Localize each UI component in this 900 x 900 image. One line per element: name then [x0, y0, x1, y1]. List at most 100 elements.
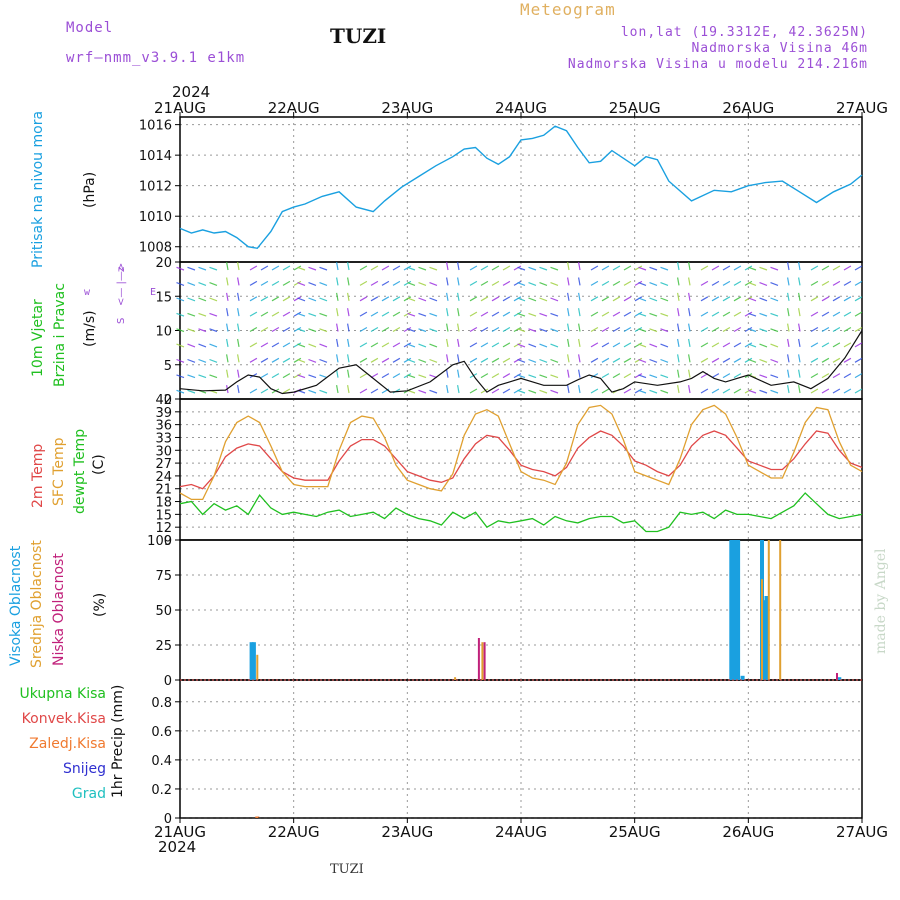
wind-barb	[513, 326, 522, 333]
wind-barb	[381, 280, 390, 286]
wind-barb	[403, 342, 412, 348]
year-top: 2024	[172, 83, 211, 101]
wind-barb	[429, 312, 438, 317]
wind-barb	[308, 282, 317, 286]
wind-barb	[297, 282, 306, 286]
wind-barb	[601, 311, 610, 317]
wind-barb	[418, 312, 427, 317]
wind-barb	[226, 277, 229, 286]
wind-barb	[517, 343, 526, 348]
wind-barb	[297, 328, 306, 333]
wind-barb	[491, 296, 500, 302]
mid-cloud-bar	[481, 642, 484, 680]
panel-clouds-ytick-label: 0	[164, 674, 172, 689]
wind-barb	[843, 388, 852, 394]
wind-barb	[660, 358, 669, 363]
legend-conv-rain: Konvek.Kisa	[21, 711, 106, 727]
panel-pressure-ytick-label: 1012	[139, 180, 172, 195]
xtick-label-top: 21AUG	[154, 99, 206, 117]
wind-barb	[319, 358, 328, 363]
wind-barb	[176, 358, 185, 363]
wind-barb	[359, 296, 368, 302]
wind-barb	[688, 292, 691, 301]
wind-barb	[418, 328, 427, 333]
wind-barb	[843, 357, 852, 363]
wind-barb	[457, 384, 460, 394]
wind-barb	[759, 282, 768, 286]
wind-barb	[700, 296, 709, 302]
wind-barb	[209, 374, 218, 379]
panel-temperature-ytick-label: 33	[155, 431, 172, 446]
wind-barb	[634, 388, 643, 394]
wind-barb	[601, 296, 610, 302]
wind-barb	[370, 388, 379, 394]
wind-barb	[832, 342, 841, 348]
wind-barb	[700, 342, 709, 348]
high-cloud-bar	[736, 540, 741, 680]
wind-barb	[677, 308, 680, 317]
wind-barb	[733, 342, 742, 348]
wind-barb	[748, 389, 757, 394]
wind-barb	[733, 280, 742, 286]
wind-barb	[770, 358, 779, 363]
wind-barb	[429, 297, 438, 302]
wind-barb	[810, 280, 819, 286]
panel-pressure-ytick-label: 1014	[139, 149, 172, 164]
wind-barb	[810, 265, 819, 271]
wind-barb	[748, 282, 757, 286]
wind-barb	[759, 328, 768, 333]
wind-barb	[677, 354, 680, 363]
wind-barb	[187, 374, 196, 379]
wind-barb	[293, 280, 302, 286]
wind-barb	[407, 312, 416, 317]
wind-barb	[638, 374, 647, 379]
wind-barb	[634, 311, 643, 317]
wind-barb	[249, 326, 258, 333]
wind-barb	[623, 265, 632, 271]
wind-barb	[759, 297, 768, 302]
xtick-label-top: 23AUG	[381, 99, 433, 117]
wind-barb	[187, 312, 196, 317]
wind-barb	[237, 338, 240, 348]
wind-barb	[649, 282, 658, 286]
wind-barb	[634, 342, 643, 348]
wind-barb	[567, 323, 570, 332]
wind-barb	[649, 374, 658, 379]
wind-barb	[700, 388, 709, 394]
wind-barb	[700, 357, 709, 363]
low-cloud-bar	[483, 642, 486, 680]
wind-barb	[770, 297, 779, 302]
wind-barb	[237, 308, 240, 317]
wind-barb	[787, 384, 790, 394]
wind-barb	[528, 328, 537, 333]
wind-barb	[319, 266, 328, 271]
wind-barb	[733, 296, 742, 302]
year-bottom: 2024	[158, 838, 197, 856]
high-cloud-bar	[740, 675, 745, 680]
wind-barb	[226, 354, 229, 363]
panel-temperature-frame	[179, 398, 863, 541]
wind-barb	[733, 388, 742, 394]
wind-barb	[722, 265, 731, 271]
wind-barb	[237, 292, 240, 301]
wind-barb	[550, 312, 559, 317]
wind-barb	[381, 342, 390, 348]
wind-barb	[821, 311, 830, 317]
wind-barb	[293, 311, 302, 317]
wind-barb	[578, 323, 581, 332]
wind-barb	[528, 297, 537, 302]
wind-barb	[722, 342, 731, 348]
wind-barb	[359, 357, 368, 363]
wind-barb	[403, 265, 412, 271]
wind-barb	[567, 354, 570, 363]
wind-barb	[198, 328, 207, 333]
wind-barb	[308, 266, 317, 271]
wind-barb	[649, 266, 658, 271]
wind-barb	[260, 296, 269, 302]
wind-barb	[722, 357, 731, 363]
wind-barb	[187, 358, 196, 363]
mid-cloud-bar	[761, 579, 763, 680]
wind-barb	[634, 296, 643, 302]
wind-barb	[578, 261, 581, 271]
